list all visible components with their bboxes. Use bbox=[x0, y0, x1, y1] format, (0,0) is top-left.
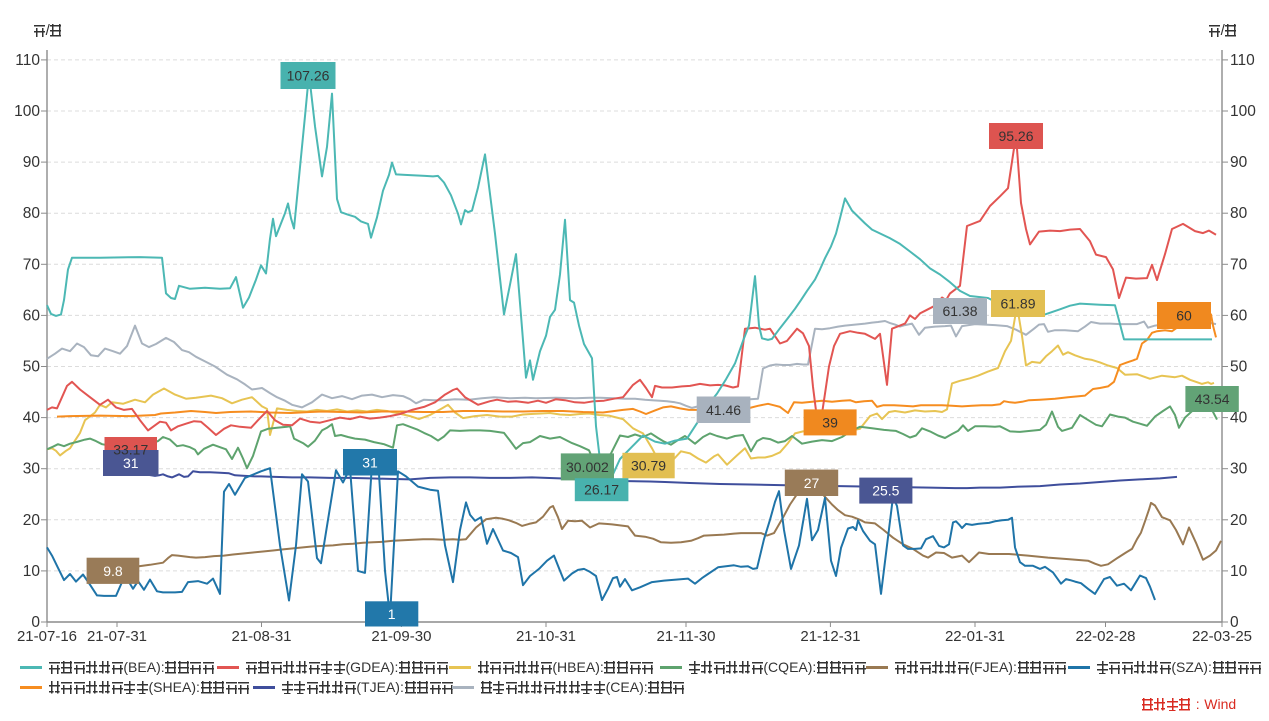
svg-text:80: 80 bbox=[1230, 205, 1248, 222]
svg-text:30.002: 30.002 bbox=[566, 459, 609, 475]
svg-text:90: 90 bbox=[1230, 154, 1248, 171]
svg-text:25.5: 25.5 bbox=[872, 483, 899, 499]
svg-text:100: 100 bbox=[1230, 103, 1256, 120]
svg-text:21-09-30: 21-09-30 bbox=[371, 628, 431, 645]
svg-text:10: 10 bbox=[1230, 563, 1248, 580]
svg-text:80: 80 bbox=[23, 205, 41, 222]
svg-text:43.54: 43.54 bbox=[1195, 391, 1230, 407]
svg-text:61.38: 61.38 bbox=[942, 303, 977, 319]
svg-text:33.17: 33.17 bbox=[113, 442, 148, 458]
svg-text:60: 60 bbox=[1176, 308, 1192, 324]
svg-text:107.26: 107.26 bbox=[287, 68, 330, 84]
svg-text:95.26: 95.26 bbox=[998, 128, 1033, 144]
svg-text:40: 40 bbox=[23, 410, 41, 427]
svg-text:22-03-25: 22-03-25 bbox=[1192, 628, 1252, 645]
svg-text:9.8: 9.8 bbox=[103, 563, 123, 579]
svg-text:20: 20 bbox=[1230, 512, 1248, 529]
svg-text:30.79: 30.79 bbox=[631, 458, 666, 474]
svg-text:21-10-31: 21-10-31 bbox=[516, 628, 576, 645]
svg-text:70: 70 bbox=[23, 256, 41, 273]
svg-text:110: 110 bbox=[1230, 52, 1255, 69]
svg-text:41.46: 41.46 bbox=[706, 402, 741, 418]
svg-text:60: 60 bbox=[1230, 307, 1248, 324]
svg-text:20: 20 bbox=[23, 512, 41, 529]
svg-text:1: 1 bbox=[388, 606, 396, 622]
svg-text:0: 0 bbox=[31, 614, 40, 631]
svg-text:31: 31 bbox=[362, 454, 378, 470]
svg-text:21-07-16: 21-07-16 bbox=[17, 628, 77, 645]
svg-text:31: 31 bbox=[123, 455, 139, 471]
svg-text:110: 110 bbox=[15, 52, 40, 69]
svg-text:50: 50 bbox=[23, 359, 41, 376]
svg-text:21-08-31: 21-08-31 bbox=[231, 628, 291, 645]
svg-text:21-12-31: 21-12-31 bbox=[800, 628, 860, 645]
svg-text:27: 27 bbox=[804, 475, 820, 491]
svg-text:10: 10 bbox=[23, 563, 41, 580]
svg-text:50: 50 bbox=[1230, 359, 1248, 376]
svg-text:21-07-31: 21-07-31 bbox=[87, 628, 147, 645]
svg-text:0: 0 bbox=[1230, 614, 1239, 631]
svg-text:22-02-28: 22-02-28 bbox=[1075, 628, 1135, 645]
svg-text:90: 90 bbox=[23, 154, 41, 171]
svg-text:30: 30 bbox=[1230, 461, 1248, 478]
svg-text:61.89: 61.89 bbox=[1000, 296, 1035, 312]
svg-text:100: 100 bbox=[14, 103, 40, 120]
svg-text:21-11-30: 21-11-30 bbox=[657, 628, 716, 645]
svg-text:39: 39 bbox=[822, 414, 838, 430]
svg-text:70: 70 bbox=[1230, 256, 1248, 273]
svg-text:30: 30 bbox=[23, 461, 41, 478]
svg-text:22-01-31: 22-01-31 bbox=[945, 628, 1005, 645]
svg-text:60: 60 bbox=[23, 307, 41, 324]
svg-text:40: 40 bbox=[1230, 410, 1248, 427]
svg-text:26.17: 26.17 bbox=[584, 482, 619, 498]
